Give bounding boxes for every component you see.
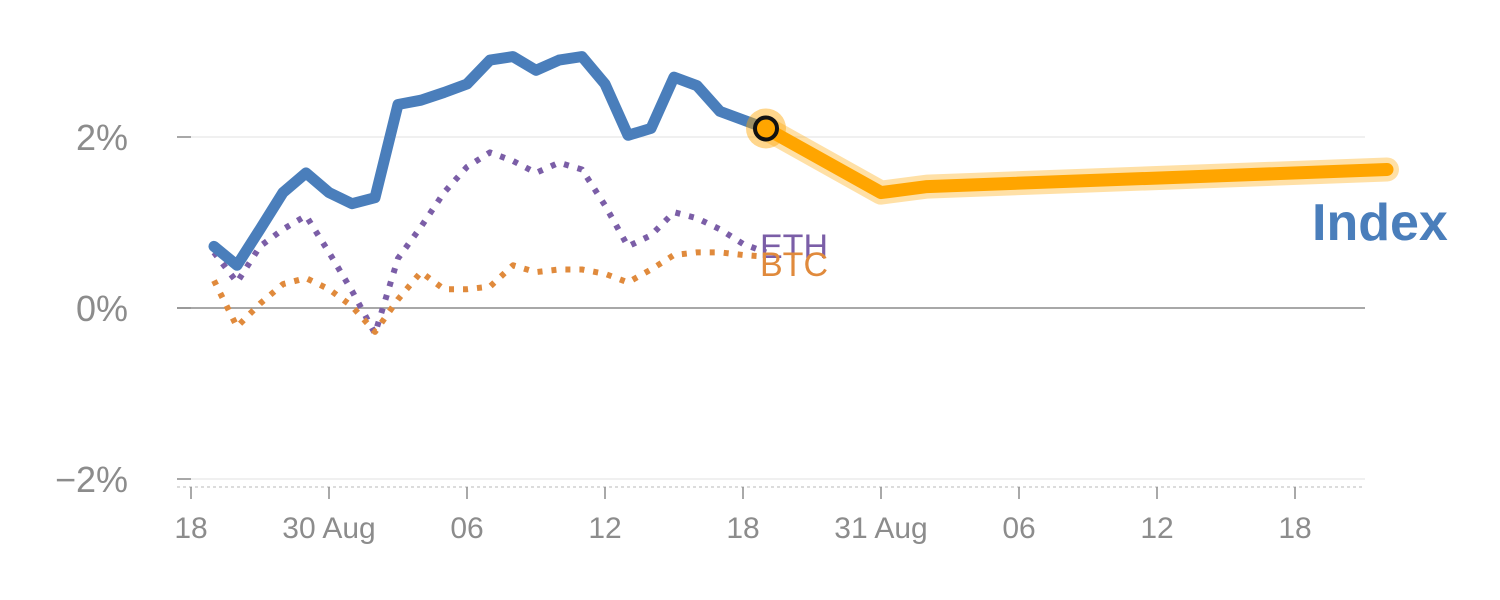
x-tick-label: 18 [726, 512, 759, 545]
index-line [208, 51, 772, 271]
x-tick-label: 30 Aug [282, 512, 375, 545]
forecast-line [759, 121, 1394, 200]
y-tick-label: 0% [76, 288, 128, 329]
x-tick-label: 18 [1278, 512, 1311, 545]
btc-series-label: BTC [760, 246, 828, 284]
series [208, 51, 1399, 337]
eth-line [211, 149, 768, 337]
eth-series-label: ETH [760, 228, 828, 266]
btc-line [211, 249, 767, 335]
axes: 2% 0% −2% 18 30 Aug 06 12 18 31 Aug 06 12 18 [55, 117, 1365, 545]
highlight-point [753, 115, 779, 142]
x-tick-label: 31 Aug [834, 512, 927, 545]
x-tick-label: 12 [1140, 512, 1173, 545]
x-tick-label: 18 [174, 512, 207, 545]
y-tick-label: −2% [55, 459, 128, 500]
index-series-label: Index [1312, 194, 1448, 252]
x-tick-label: 06 [1002, 512, 1035, 545]
x-tick-label: 12 [588, 512, 621, 545]
x-tick-label: 06 [450, 512, 483, 545]
y-tick-label: 2% [76, 117, 128, 158]
labels: ETH BTC Index [760, 194, 1448, 284]
